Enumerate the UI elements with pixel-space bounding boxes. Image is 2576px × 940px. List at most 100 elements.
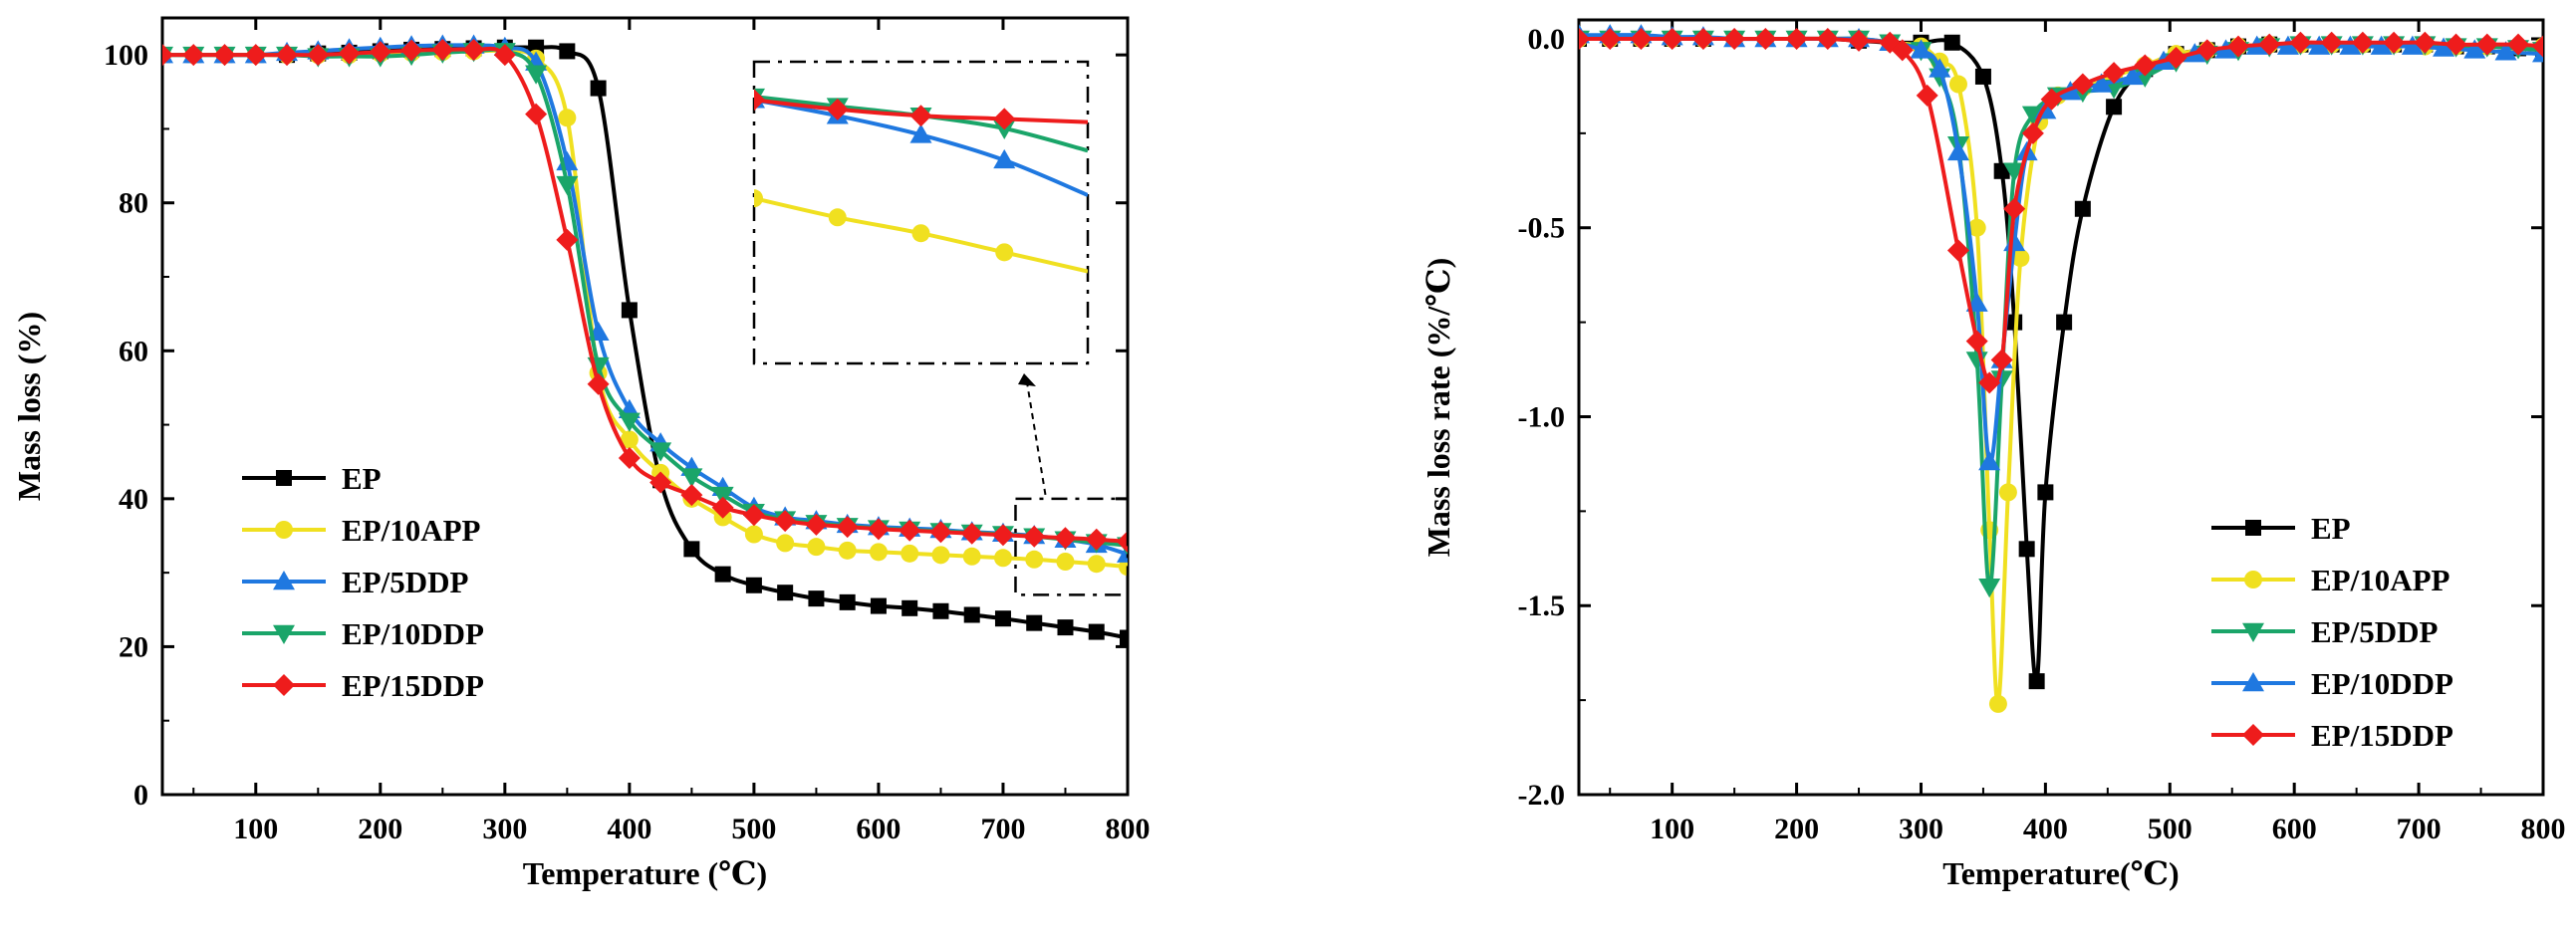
data-point <box>1026 614 1043 631</box>
data-point <box>2445 33 2467 56</box>
legend-item: EP/10APP <box>242 513 481 548</box>
data-point <box>2056 314 2073 331</box>
data-point <box>2134 54 2157 77</box>
x-tick-label: 300 <box>482 813 527 845</box>
legend-label: EP/5DDP <box>342 565 469 599</box>
data-point <box>836 516 859 539</box>
inset-data-point <box>995 243 1014 262</box>
legend-marker <box>2242 672 2264 692</box>
data-point <box>960 522 983 545</box>
data-point <box>1754 27 1777 50</box>
data-point <box>2121 65 2144 86</box>
data-point <box>711 496 734 519</box>
legend-label: EP <box>342 461 382 496</box>
data-point <box>621 302 638 319</box>
inset-arrow <box>1025 375 1047 496</box>
inset-data-point <box>826 98 849 120</box>
y-tick-label: -2.0 <box>1518 779 1566 812</box>
legend-item: EP <box>2211 511 2351 546</box>
inset-data-point <box>909 123 932 143</box>
data-point <box>994 610 1011 627</box>
data-point <box>1691 27 1714 50</box>
data-point <box>2011 249 2030 268</box>
data-point <box>2103 62 2126 85</box>
legend-label: EP/5DDP <box>2311 614 2439 649</box>
y-tick-label: -1.5 <box>1518 589 1566 622</box>
data-point <box>1948 75 1967 94</box>
x-tick-label: 800 <box>2521 813 2566 845</box>
data-point <box>714 566 731 583</box>
data-point <box>899 519 921 542</box>
data-point <box>932 602 949 619</box>
data-point <box>683 541 700 558</box>
mass-loss-chart: 100 200 300 400 500 600 700 800 0 20 40 60 80 100 Temp… <box>11 16 1151 891</box>
data-point <box>462 38 485 61</box>
data-point <box>2037 484 2054 501</box>
inset-plot <box>754 88 1088 274</box>
inset-data-point <box>909 105 932 127</box>
legend-item: EP/10DDP <box>2211 666 2453 701</box>
data-point <box>776 534 795 553</box>
data-point <box>2401 35 2424 55</box>
x-tick-label: 400 <box>607 813 651 845</box>
x-tick-label: 100 <box>233 813 278 845</box>
y-tick-label: 100 <box>104 39 148 72</box>
data-point <box>742 504 765 527</box>
legend-item: EP <box>242 461 382 496</box>
legend-marker <box>273 624 295 644</box>
data-point <box>525 65 548 85</box>
data-point <box>2165 46 2188 69</box>
data-point <box>1579 27 1590 50</box>
data-point <box>338 42 361 65</box>
data-point <box>838 541 857 560</box>
legend-item: EP/10DDP <box>242 616 484 651</box>
data-point <box>1978 451 2001 471</box>
data-point <box>1085 528 1108 551</box>
data-point <box>649 471 672 494</box>
y-tick-label: -1.0 <box>1518 400 1566 433</box>
data-point <box>369 41 391 64</box>
data-point <box>1965 330 1988 352</box>
data-point <box>991 524 1014 547</box>
x-tick-label: 300 <box>1899 813 1943 845</box>
legend-item: EP/5DDP <box>2211 614 2439 649</box>
data-point <box>2414 31 2437 54</box>
mass-loss-rate-chart: 100 200 300 400 500 600 700 800 0.0 -0.5 -1.0 -1.5 -… <box>1420 18 2566 891</box>
inset-data-point <box>911 224 930 243</box>
data-point <box>431 38 454 61</box>
data-point <box>2339 35 2362 55</box>
x-axis-title: Temperature (℃) <box>523 855 767 891</box>
data-point <box>2028 673 2045 690</box>
data-point <box>1946 239 1969 262</box>
series-ep-15ddp <box>1579 27 2543 394</box>
data-point <box>962 547 981 566</box>
data-point <box>2475 33 2498 56</box>
data-point <box>902 599 918 616</box>
data-point <box>711 486 734 507</box>
data-point <box>1087 555 1106 574</box>
inset-data-point <box>754 189 763 208</box>
data-point <box>1998 483 2017 502</box>
y-tick-label: 80 <box>119 187 148 220</box>
legend-marker <box>2242 724 2264 746</box>
data-point <box>556 175 579 196</box>
legend-item: EP/15DDP <box>242 668 484 703</box>
data-point <box>745 577 762 593</box>
x-tick-label: 200 <box>1774 813 1819 845</box>
y-tick-label: -0.5 <box>1518 212 1566 245</box>
y-tick-label: 40 <box>119 483 148 516</box>
data-point <box>1630 27 1653 50</box>
data-point <box>929 521 952 544</box>
inset-arrow-head <box>1018 373 1036 386</box>
legend-item: EP/5DDP <box>242 565 469 599</box>
x-tick-label: 700 <box>2397 813 2442 845</box>
x-tick-label: 100 <box>1650 813 1694 845</box>
data-point <box>1056 553 1075 571</box>
data-point <box>162 44 173 67</box>
data-point <box>493 44 516 67</box>
data-point <box>1943 34 1960 51</box>
data-point <box>1978 579 2001 598</box>
y-axis-title: Mass loss (%) <box>11 312 47 501</box>
legend-item: EP/10APP <box>2211 563 2450 597</box>
